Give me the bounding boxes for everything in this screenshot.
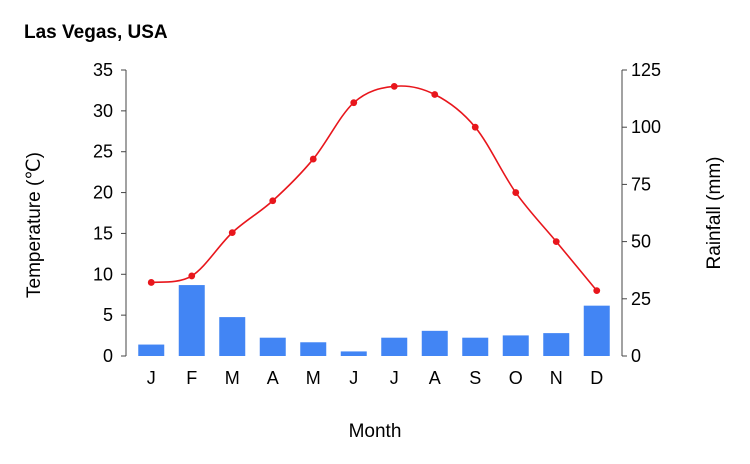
- rainfall-bar: [340, 351, 367, 356]
- x-tick-label: O: [509, 368, 523, 388]
- temperature-point: [228, 229, 236, 237]
- x-tick-label: D: [590, 368, 603, 388]
- rainfall-bar: [502, 335, 529, 356]
- x-tick-label: M: [306, 368, 321, 388]
- x-tick-label: F: [186, 368, 197, 388]
- temperature-point: [471, 123, 479, 131]
- temperature-line: [147, 82, 601, 295]
- rainfall-bar: [543, 333, 570, 356]
- temperature-point: [350, 99, 358, 107]
- x-tick-label: A: [267, 368, 279, 388]
- temperature-point: [188, 272, 196, 280]
- temperature-point: [390, 82, 398, 90]
- temperature-point: [309, 155, 317, 163]
- x-axis-label: Month: [349, 421, 402, 442]
- rainfall-bar: [421, 330, 448, 356]
- temperature-point: [593, 287, 601, 295]
- x-tick-label: J: [147, 368, 156, 388]
- rainfall-bar: [138, 344, 165, 356]
- left-y-axis-label: Temperature (℃): [24, 152, 45, 298]
- x-tick-label: A: [429, 368, 441, 388]
- rainfall-bars: [138, 285, 610, 356]
- temperature-point: [512, 189, 520, 196]
- temperature-point: [431, 91, 439, 98]
- right-tick-label: 100: [631, 117, 661, 137]
- temperature-point: [269, 197, 277, 205]
- right-tick-label: 0: [631, 346, 641, 366]
- left-tick-label: 0: [103, 346, 113, 366]
- temperature-point: [552, 238, 560, 246]
- right-y-axis: 0 25 50 75 100 125: [621, 60, 661, 366]
- left-tick-label: 5: [103, 305, 113, 325]
- left-tick-label: 30: [93, 101, 113, 121]
- left-tick-label: 20: [93, 183, 113, 203]
- left-tick-label: 35: [93, 60, 113, 80]
- x-tick-label: J: [390, 368, 399, 388]
- rainfall-bar: [178, 285, 205, 356]
- x-tick-label: N: [550, 368, 563, 388]
- right-tick-label: 125: [631, 60, 661, 80]
- left-tick-label: 25: [93, 142, 113, 162]
- x-tick-label: J: [349, 368, 358, 388]
- left-y-axis: 0 5 10 15 20 25 30 35: [93, 60, 127, 366]
- temperature-curve: [151, 85, 598, 292]
- chart-title: Las Vegas, USA: [24, 22, 168, 43]
- rainfall-bar: [219, 317, 246, 356]
- rainfall-bar: [259, 337, 286, 356]
- temperature-point: [147, 279, 155, 286]
- right-tick-label: 75: [631, 174, 651, 194]
- left-tick-label: 15: [93, 223, 113, 243]
- rainfall-bar: [381, 337, 408, 356]
- rainfall-bar: [583, 305, 610, 356]
- x-tick-label: S: [469, 368, 481, 388]
- x-tick-label: M: [225, 368, 240, 388]
- right-y-axis-label: Rainfall (mm): [704, 157, 725, 270]
- right-tick-label: 50: [631, 232, 651, 252]
- rainfall-bar: [462, 337, 489, 356]
- right-tick-label: 25: [631, 289, 651, 309]
- left-tick-label: 10: [93, 264, 113, 284]
- rainfall-bar: [300, 342, 327, 356]
